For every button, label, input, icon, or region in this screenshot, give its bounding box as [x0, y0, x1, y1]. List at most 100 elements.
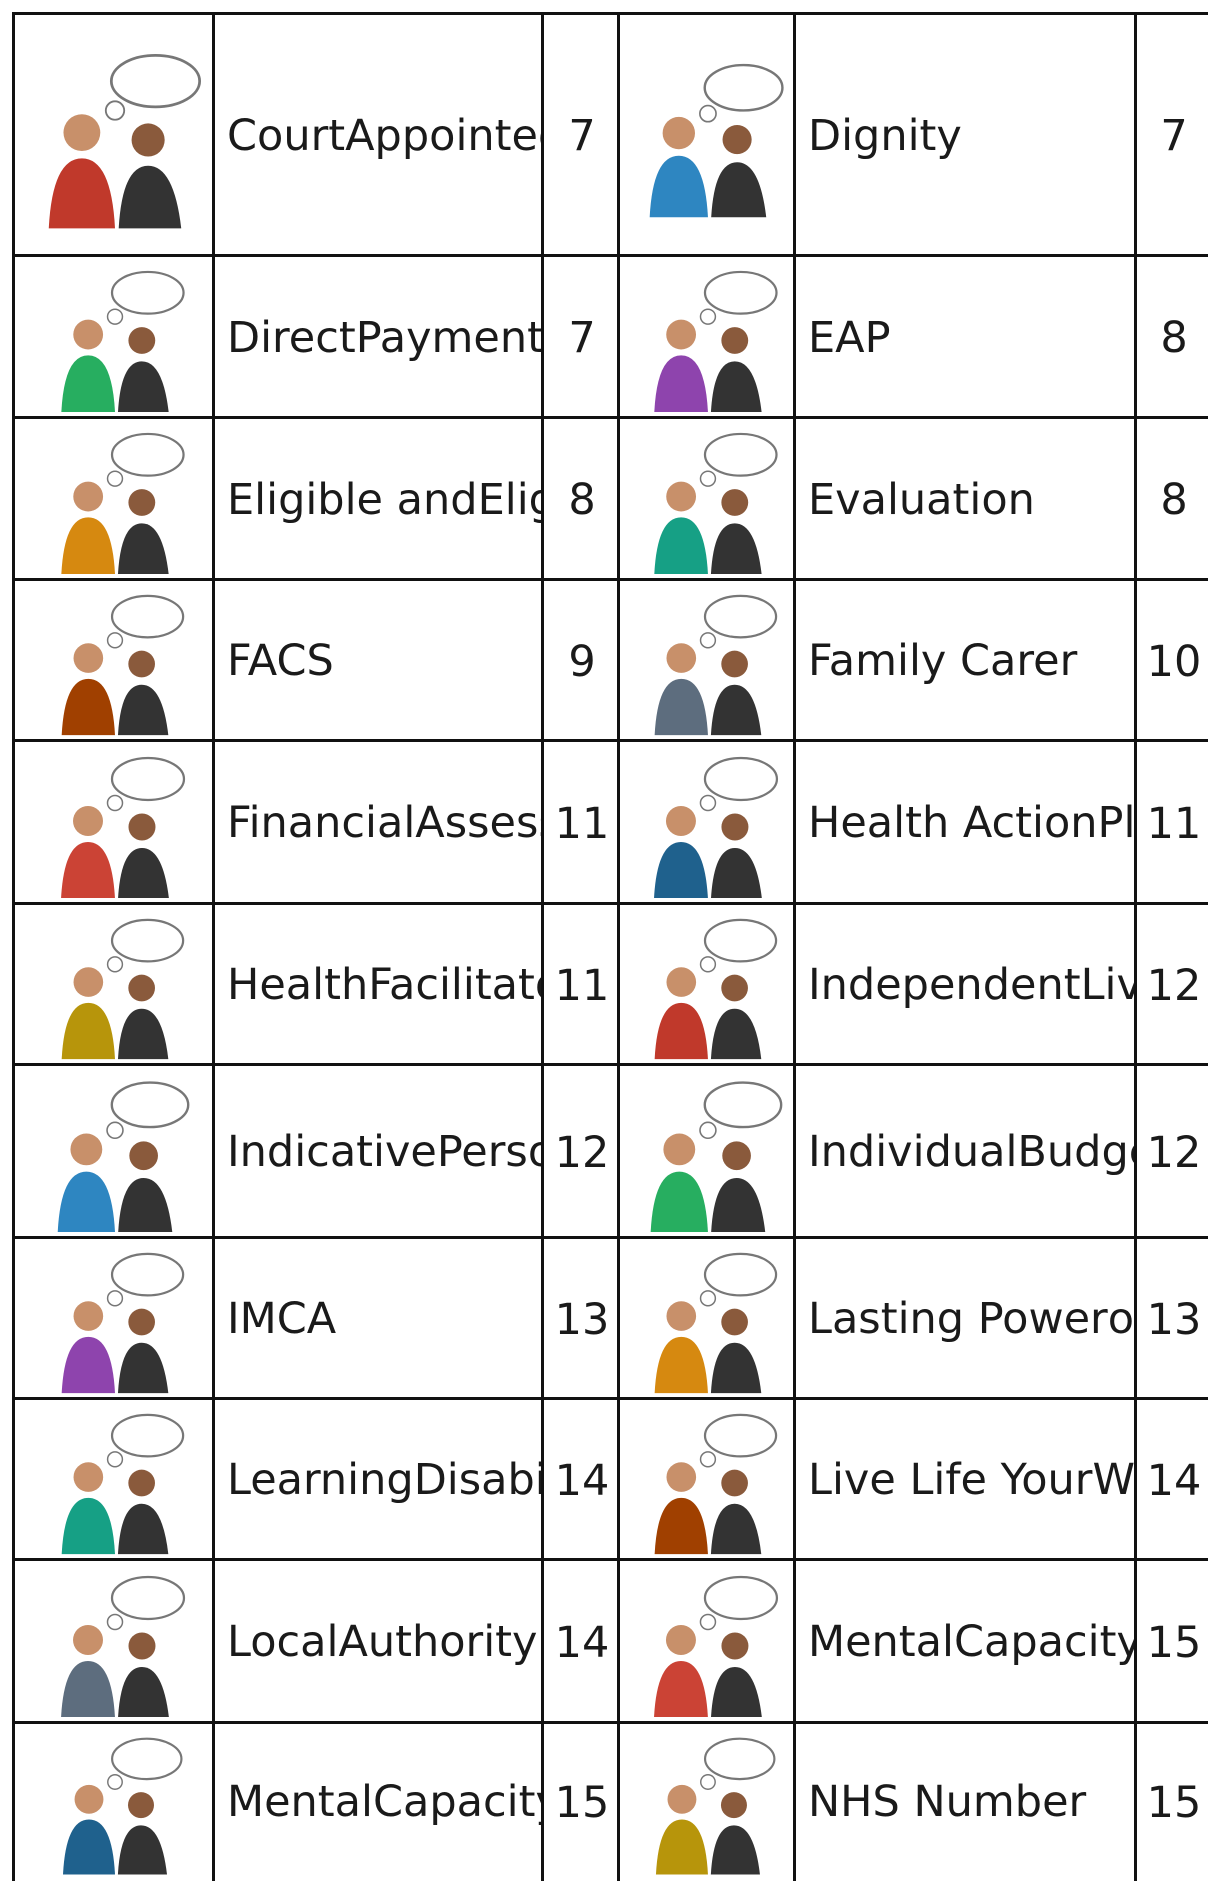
page-cell: 9	[541, 578, 620, 742]
term-text: Eligibility	[477, 474, 544, 525]
illustration-cell	[617, 416, 796, 581]
page-cell: 12	[1134, 1063, 1208, 1239]
page-number: 15	[1146, 1777, 1202, 1828]
illustration	[650, 1081, 783, 1233]
page-number: 11	[554, 960, 610, 1011]
illustration	[61, 433, 185, 575]
term-text: of Attorney	[1107, 1294, 1137, 1344]
illustration	[656, 1737, 776, 1875]
page-cell: 15	[541, 1721, 620, 1881]
term-text: Financial	[227, 798, 416, 848]
page-cell: 12	[541, 1063, 620, 1239]
page-number: 12	[1146, 960, 1202, 1011]
page-number: 13	[1146, 1294, 1202, 1345]
term-text: Mental	[227, 1777, 373, 1827]
term-cell: Evaluation	[793, 416, 1137, 581]
term-text: Family Carer	[808, 636, 1078, 686]
illustration	[61, 271, 185, 413]
illustration-cell	[617, 739, 796, 905]
illustration	[649, 63, 784, 217]
page-cell: 7	[541, 254, 620, 419]
page-number: 8	[1160, 475, 1188, 525]
page-cell: 14	[1134, 1397, 1208, 1561]
page-number: 13	[554, 1294, 610, 1345]
illustration	[61, 919, 185, 1060]
page-number: 7	[568, 111, 596, 161]
illustration	[654, 1414, 778, 1555]
term-cell: Dignity	[793, 12, 1137, 257]
term-text: FACS	[227, 636, 334, 686]
page-cell: 14	[541, 1558, 620, 1724]
page-number: 8	[1160, 313, 1188, 363]
page-number: 15	[554, 1777, 610, 1828]
illustration-cell	[12, 12, 215, 257]
term-text: Direct	[227, 312, 356, 363]
illustration-cell	[12, 254, 215, 419]
page-cell: 15	[1134, 1721, 1208, 1881]
illustration-cell	[617, 1063, 796, 1239]
illustration	[654, 756, 779, 899]
term-cell: IndicativePersonalBudget	[212, 1063, 544, 1239]
term-text: NHS Number	[808, 1777, 1087, 1827]
page-number: 14	[554, 1617, 610, 1668]
term-cell: NHS Number	[793, 1721, 1137, 1881]
term-text: Plan	[1097, 798, 1137, 848]
term-text: Assessment	[415, 798, 544, 848]
page-number: 15	[1146, 1617, 1202, 1668]
term-cell: IndependentLiving Fund	[793, 902, 1137, 1066]
illustration-cell	[12, 1063, 215, 1239]
illustration-cell	[617, 12, 796, 257]
term-cell: Family Carer	[793, 578, 1137, 742]
illustration-cell	[12, 416, 215, 581]
illustration	[57, 1081, 190, 1233]
term-text: Live Life Your	[808, 1455, 1093, 1505]
illustration	[61, 595, 185, 736]
page-number: 11	[1146, 798, 1202, 849]
illustration	[61, 756, 186, 899]
term-cell: EAP	[793, 254, 1137, 419]
term-text: Personal	[436, 1127, 544, 1177]
page-number: 8	[568, 475, 596, 525]
term-text: Health	[227, 960, 369, 1010]
illustration-cell	[12, 578, 215, 742]
page-cell: 10	[1134, 578, 1208, 742]
term-cell: Local Authority	[212, 1558, 544, 1724]
page-cell: 7	[541, 12, 620, 257]
illustration-cell	[617, 1558, 796, 1724]
term-text: Disability	[413, 1455, 544, 1505]
term-text: Budget	[1017, 1127, 1137, 1177]
page-cell: 8	[1134, 416, 1208, 581]
term-text: Health Action	[808, 798, 1098, 848]
page-number: 12	[554, 1127, 610, 1178]
term-text: EAP	[808, 312, 891, 363]
illustration-cell	[12, 1236, 215, 1400]
illustration-cell	[12, 1558, 215, 1724]
illustration-cell	[617, 1236, 796, 1400]
page-cell: 14	[541, 1397, 620, 1561]
term-text: Individual	[808, 1127, 1018, 1177]
page-cell: 8	[541, 416, 620, 581]
term-text: Capacity	[953, 1617, 1137, 1667]
term-cell: IndividualBudget	[793, 1063, 1137, 1239]
illustration-cell	[617, 902, 796, 1066]
term-cell: HealthFacilitator	[212, 902, 544, 1066]
illustration-cell	[617, 1721, 796, 1881]
illustration	[61, 1414, 185, 1555]
page-number: 14	[1146, 1455, 1202, 1506]
illustration	[61, 1575, 186, 1718]
illustration-cell	[12, 1721, 215, 1881]
term-cell: Mental Capacity	[793, 1558, 1137, 1724]
term-text: Authority	[338, 1617, 538, 1667]
page-number: 10	[1146, 636, 1202, 687]
illustration	[654, 1253, 778, 1394]
term-text: IMCA	[227, 1294, 337, 1344]
illustration-cell	[617, 578, 796, 742]
illustration-cell	[12, 739, 215, 905]
term-text: Indicative	[227, 1127, 437, 1177]
illustration	[654, 595, 778, 736]
illustration	[63, 1737, 183, 1875]
term-text: Court	[227, 110, 346, 161]
page-number: 9	[568, 636, 596, 687]
